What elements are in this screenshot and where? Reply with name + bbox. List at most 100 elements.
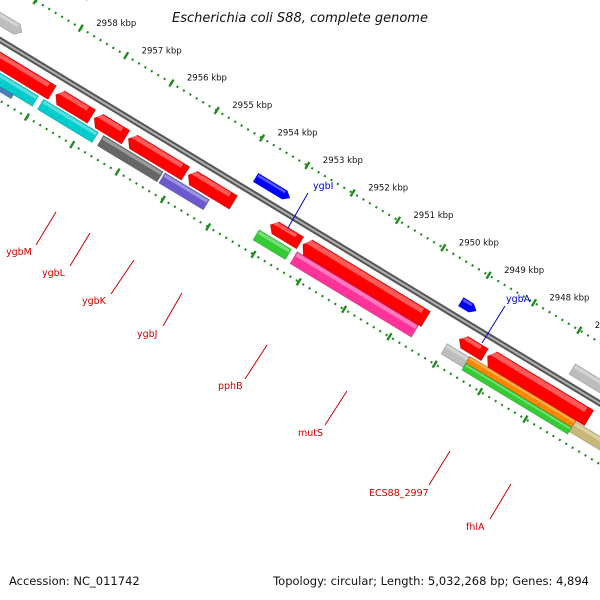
gene-blue-ygbI	[252, 172, 291, 200]
gene-gray-right	[568, 363, 600, 394]
cog-pink-mutS	[289, 251, 420, 338]
leader-line-ygbL	[69, 232, 91, 267]
cds-8	[458, 336, 489, 362]
cog-cyan-1	[0, 72, 39, 107]
major-tick	[168, 79, 175, 88]
inner-major-tick	[341, 305, 348, 314]
cog-violet	[158, 172, 210, 211]
feature-tracks	[0, 11, 600, 451]
major-tick	[394, 216, 402, 225]
gene-label-ECS88_2997: ECS88_2997	[369, 488, 429, 499]
leader-line-ygbI	[287, 192, 309, 229]
leader-line-ygbJ	[162, 292, 183, 327]
backbone-shine	[0, 38, 600, 405]
cog-green-fhlA-highlight	[465, 364, 571, 430]
leader-line-ygbK	[110, 259, 135, 295]
major-tick	[304, 161, 311, 170]
inner-major-tick	[250, 250, 257, 259]
genome-summary-text: Topology: circular; Length: 5,032,268 bp…	[273, 574, 589, 588]
gene-label-ygbM: ygbM	[6, 247, 32, 258]
kbp-label: 2953 kbp	[323, 156, 363, 166]
scale-ticks: 2959 kbp 2958 kbp 2957 kbp 2956 kbp 2955 kbp…	[23, 0, 600, 424]
kbp-label: 2954 kbp	[278, 129, 318, 139]
leader-line-ECS88_2997	[428, 450, 451, 486]
cds-9	[487, 351, 595, 427]
inner-major-tick	[476, 387, 484, 396]
cds-3	[93, 113, 131, 145]
gene-blue-ygbA-highlight	[462, 298, 473, 307]
cds-2	[55, 90, 97, 124]
cds-4-highlight	[130, 133, 184, 168]
inner-major-tick	[205, 222, 212, 231]
kbp-label: 2950 kbp	[459, 239, 499, 249]
outer-tick-dots	[32, 0, 600, 345]
cog-khaki	[568, 420, 600, 451]
major-tick	[530, 298, 538, 307]
major-tick	[485, 271, 492, 280]
cog-gray	[96, 134, 164, 183]
major-tick	[213, 106, 220, 115]
gene-label-pphB: pphB	[218, 381, 243, 392]
cog-lightgray	[440, 343, 470, 368]
cog-lightgray-highlight	[445, 345, 469, 361]
cog-gray-highlight	[102, 136, 162, 175]
gene-label-ygbA: ygbA	[506, 294, 531, 305]
gene-label-ygbK: ygbK	[82, 296, 107, 307]
kbp-label: 2952 kbp	[368, 184, 408, 194]
leader-line-fhlA	[489, 483, 512, 520]
inner-major-tick	[159, 195, 166, 204]
cog-green-fhlA	[461, 362, 573, 435]
gene-label-ygbI: ygbI	[313, 181, 333, 192]
cog-orange-highlight	[469, 357, 575, 423]
cds-4	[127, 134, 191, 181]
kbp-label: 2949 kbp	[504, 266, 544, 276]
kbp-label: 2957 kbp	[142, 46, 182, 56]
major-tick	[440, 243, 447, 252]
cds-9-highlight	[489, 350, 588, 413]
cds-1	[0, 51, 57, 100]
leader-line-pphB	[244, 344, 268, 380]
gene-label-fhlA: fhlA	[466, 522, 485, 533]
major-tick	[576, 326, 583, 335]
kbp-label: 2955 kbp	[232, 101, 272, 111]
major-tick	[123, 51, 130, 60]
major-tick	[258, 133, 266, 143]
gene-gray-block-highlight	[0, 13, 19, 28]
inner-major-tick	[114, 167, 121, 177]
cds-3-highlight	[96, 112, 124, 132]
gene-gray-block	[0, 11, 23, 35]
cds-6	[269, 221, 305, 250]
cog-green-pphB	[252, 229, 293, 261]
kbp-label: 2959 kbp	[51, 0, 91, 1]
leader-line-ygbA	[481, 305, 506, 344]
gene-gray-right-highlight	[573, 365, 600, 384]
leader-line-mutS	[324, 390, 348, 426]
cog-khaki-highlight	[574, 422, 600, 442]
cds-1-highlight	[0, 52, 50, 87]
cds-5-highlight	[190, 169, 232, 197]
leader-line-ygbM	[35, 211, 57, 246]
kbp-label: 2958 kbp	[96, 19, 136, 29]
major-tick	[349, 188, 356, 197]
gene-label-ygbL: ygbL	[42, 268, 66, 279]
cog-green-pphB-highlight	[257, 231, 291, 253]
kbp-label: 2951 kbp	[413, 211, 453, 221]
major-tick	[32, 0, 38, 5]
cog-cyan-1-highlight	[0, 73, 38, 100]
inner-major-tick	[295, 277, 302, 286]
kbp-label: 2947 kbp	[595, 321, 600, 331]
kbp-label: 2948 kbp	[549, 293, 589, 303]
cog-cyan-2	[36, 98, 99, 144]
gene-label-ygbJ: ygbJ	[137, 329, 157, 340]
accession-text: Accession: NC_011742	[9, 574, 140, 588]
cog-violet-highlight	[163, 174, 209, 203]
cog-pink-mutS-highlight	[295, 253, 418, 329]
inner-major-tick	[522, 415, 529, 424]
inner-major-tick	[386, 332, 393, 341]
gene-label-mutS: mutS	[298, 428, 323, 439]
cds-6-highlight	[272, 220, 298, 238]
cds-7	[302, 239, 431, 328]
cds-2-highlight	[57, 89, 90, 111]
cog-cyan-2-highlight	[42, 100, 97, 136]
